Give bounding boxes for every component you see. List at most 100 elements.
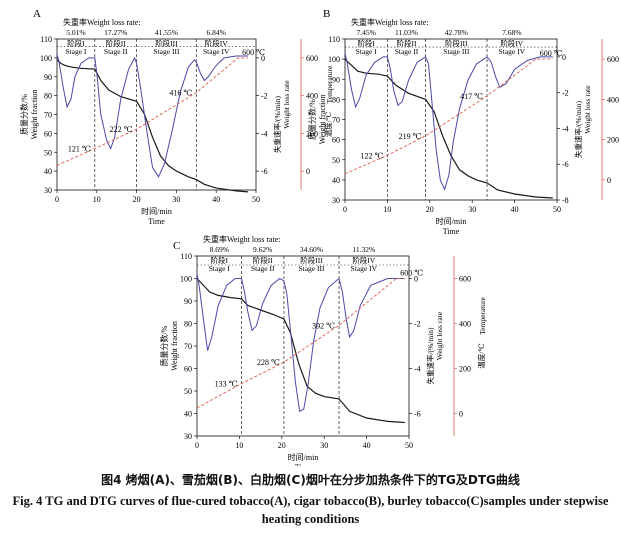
temp-annotation-1: 133 ℃ xyxy=(215,380,238,389)
y-temp-tick-label: 0 xyxy=(459,410,463,419)
figure-caption-en-line1: Fig. 4 TG and DTG curves of flue-cured t… xyxy=(12,494,609,508)
y-temp-tick-label: 600 xyxy=(306,54,318,63)
stage-label-cn-2: 阶段II xyxy=(396,38,416,48)
series-tg-line xyxy=(56,59,249,193)
stage-loss-1: 5.01% xyxy=(66,28,85,37)
y-left-tick-label: 80 xyxy=(184,320,192,329)
x-tick-label: 20 xyxy=(426,205,434,214)
y-left-tick-label: 110 xyxy=(328,35,340,44)
y-left-tick-label: 90 xyxy=(44,73,52,82)
y-dtg-tick-label: -4 xyxy=(261,129,268,138)
y-left-tick-label: 50 xyxy=(332,156,340,165)
y-dtg-tick-label: 0 xyxy=(414,275,418,284)
y-temp-tick-label: 200 xyxy=(607,136,619,145)
stage-label-cn-4: 阶段IV xyxy=(352,255,375,265)
stage-label-en-1: Stage I xyxy=(65,47,87,56)
y-left-tick-label: 60 xyxy=(44,129,52,138)
stage-label-cn-4: 阶段IV xyxy=(205,38,228,48)
stage-loss-1: 8.69% xyxy=(210,245,229,254)
figure-caption-en-line2: heating conditions xyxy=(261,512,360,526)
x-tick-label: 20 xyxy=(278,441,286,450)
x-tick-label: 50 xyxy=(405,441,413,450)
y-dtg-label-cn: 失重速率/(%/min) xyxy=(425,327,435,385)
y-left-tick-label: 70 xyxy=(44,111,52,120)
y-left-tick-label: 80 xyxy=(44,92,52,101)
y-left-tick-label: 40 xyxy=(44,167,52,176)
stage-label-en-4: Stage IV xyxy=(203,47,230,56)
x-tick-label: 30 xyxy=(320,441,328,450)
temp-annotation-2: 222 ℃ xyxy=(110,125,133,134)
stage-label-en-4: Stage IV xyxy=(351,264,378,273)
stage-label-en-2: Stage II xyxy=(104,47,128,56)
panel-letter: C xyxy=(173,240,180,252)
stage-label-cn-2: 阶段II xyxy=(253,255,273,265)
y-dtg-tick-label: -2 xyxy=(261,92,268,101)
y-left-tick-label: 30 xyxy=(44,186,52,195)
y-left-tick-label: 90 xyxy=(332,75,340,84)
y-temp-tick-label: 400 xyxy=(306,92,318,101)
y-left-tick-label: 110 xyxy=(40,35,52,44)
y-temp-tick-label: 400 xyxy=(459,320,471,329)
series-tg-line xyxy=(344,58,553,199)
panel-letter: A xyxy=(33,8,41,20)
y-left-tick-label: 70 xyxy=(332,116,340,125)
y-temp-label-cn: 温度/℃ xyxy=(323,112,333,137)
x-axis-label-cn: 时间/min xyxy=(436,216,467,226)
tg-dtg-figure: A0 10 20 30 40 50时间/minTime304050607080901001… xyxy=(19,8,619,466)
y-dtg-label-cn: 失重速率/(%/min) xyxy=(573,100,583,158)
y-left-label-cn: 质量分数/% xyxy=(159,325,169,366)
y-dtg-tick-label: -2 xyxy=(562,89,569,98)
y-dtg-tick-label: -4 xyxy=(562,124,569,133)
x-tick-label: 20 xyxy=(133,195,141,204)
stage-label-cn-3: 阶段III xyxy=(300,255,323,265)
series-temperature-line xyxy=(196,278,405,409)
y-dtg-tick-label: -2 xyxy=(414,320,421,329)
temp-annotation-3: 416 ℃ xyxy=(169,89,192,98)
y-temp-tick-label: 0 xyxy=(306,167,310,176)
y-dtg-label-en: Weight loss rate xyxy=(583,85,592,134)
y-dtg-label-en: Weight loss rate xyxy=(282,80,291,129)
y-temp-tick-label: 400 xyxy=(607,95,619,104)
plot-frame xyxy=(56,38,257,191)
y-temp-tick-label: 600 xyxy=(607,55,619,64)
figure-caption-cn: 图4 烤烟(A)、雪茄烟(B)、白肋烟(C)烟叶在分步加热条件下的TG及DTG曲… xyxy=(101,473,520,487)
stage-loss-2: 17.27% xyxy=(104,28,127,37)
stage-label-en-2: Stage II xyxy=(395,47,419,56)
y-left-tick-label: 30 xyxy=(184,432,192,441)
x-axis-label-cn: 时间/min xyxy=(141,206,172,216)
series-temperature-line xyxy=(56,57,248,166)
x-tick-label: 40 xyxy=(511,205,519,214)
temp-annotation-2: 219 ℃ xyxy=(399,132,422,141)
stage-label-en-4: Stage IV xyxy=(499,47,526,56)
series-dtg-line xyxy=(344,53,553,191)
x-tick-label: 40 xyxy=(212,195,220,204)
plot-frame xyxy=(344,38,558,201)
temp-annotation-3: 417 ℃ xyxy=(460,92,483,101)
y-left-tick-label: 50 xyxy=(184,387,192,396)
x-axis-label-en: Time xyxy=(443,227,460,236)
temp-annotation-3: 392 ℃ xyxy=(312,321,335,330)
y-dtg-tick-label: -4 xyxy=(414,365,421,374)
stage-label-en-3: Stage III xyxy=(443,47,470,56)
series-dtg-line xyxy=(56,53,248,178)
x-axis-label-en: Time xyxy=(148,217,165,226)
y-temp-tick-label: 0 xyxy=(607,176,611,185)
stage-loss-2: 11.03% xyxy=(395,28,418,37)
x-tick-label: 0 xyxy=(343,205,347,214)
stage-label-cn-1: 阶段I xyxy=(357,38,375,48)
y-temp-label-en: Temperature xyxy=(478,296,487,334)
stage-loss-4: 7.68% xyxy=(502,28,521,37)
stage-label-en-3: Stage III xyxy=(298,264,325,273)
y-temp-tick-label: 200 xyxy=(306,129,318,138)
panel-letter: B xyxy=(323,8,330,20)
y-dtg-tick-label: -6 xyxy=(562,160,569,169)
y-temp-tick-label: 200 xyxy=(459,365,471,374)
series-tg-line xyxy=(196,278,405,424)
stage-label-cn-3: 阶段III xyxy=(155,38,178,48)
x-tick-label: 30 xyxy=(468,205,476,214)
weight-loss-header: 失重率Weight loss rate: xyxy=(203,234,281,244)
stage-loss-4: 11.32% xyxy=(352,245,375,254)
y-dtg-tick-label: -6 xyxy=(414,410,421,419)
